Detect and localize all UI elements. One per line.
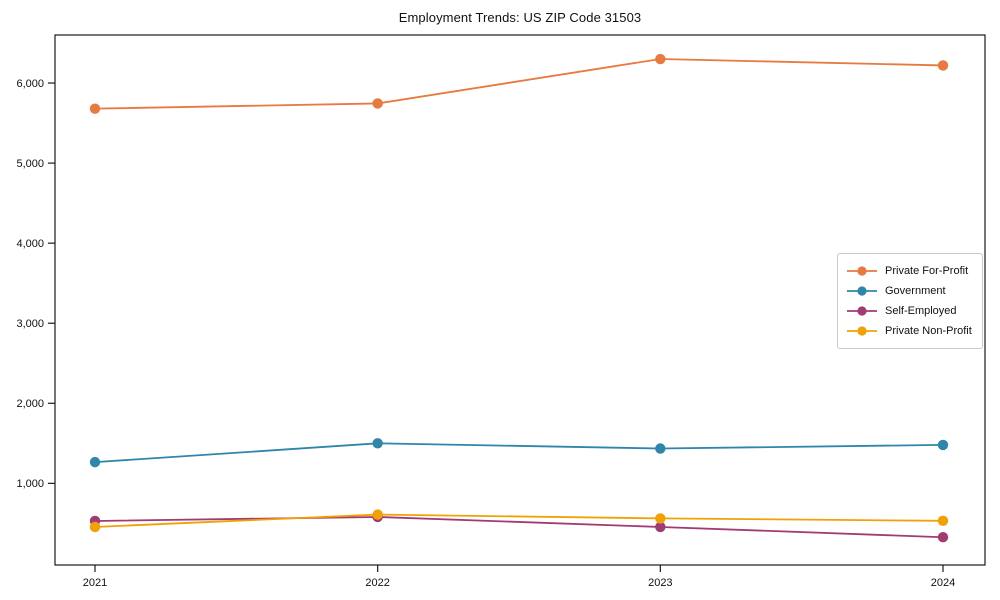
data-point-private-for-profit-2022 <box>372 98 383 109</box>
y-tick-label: 5,000 <box>16 158 44 170</box>
government-marker-icon <box>847 286 877 296</box>
data-point-government-2024 <box>937 439 949 451</box>
data-point-self-employed-2024 <box>937 532 949 543</box>
x-tick-label: 2024 <box>931 577 955 589</box>
data-point-private-non-profit-2022 <box>372 509 383 520</box>
data-point-private-for-profit-2021 <box>89 103 101 114</box>
data-point-government-2021 <box>89 456 101 468</box>
x-tick-label: 2022 <box>365 577 389 589</box>
y-tick-label: 2,000 <box>16 398 44 410</box>
data-point-private-non-profit-2023 <box>655 513 666 524</box>
x-tick-label: 2023 <box>648 577 672 589</box>
data-point-private-for-profit-2024 <box>937 60 949 71</box>
self-employed-marker-icon <box>847 306 877 316</box>
legend: Private For-Profit Government Self-Employe… <box>837 253 983 349</box>
legend-label: Government <box>885 285 946 297</box>
y-tick-label: 6,000 <box>16 78 44 90</box>
data-point-private-for-profit-2023 <box>655 53 666 65</box>
data-point-private-non-profit-2021 <box>89 521 101 533</box>
legend-label: Private Non-Profit <box>885 325 972 337</box>
legend-item-government: Government <box>846 281 973 301</box>
y-tick-label: 4,000 <box>16 238 44 250</box>
data-point-government-2023 <box>655 443 666 454</box>
plot-frame <box>54 34 986 566</box>
data-point-government-2022 <box>372 438 383 449</box>
legend-item-private-for-profit: Private For-Profit <box>846 261 973 281</box>
series-line-government <box>94 442 944 464</box>
chart-title: Employment Trends: US ZIP Code 31503 <box>398 10 642 25</box>
y-tick-label: 3,000 <box>16 318 44 330</box>
legend-label: Private For-Profit <box>885 265 969 277</box>
private-non-profit-marker-icon <box>847 326 877 336</box>
private-for-profit-marker-icon <box>847 266 877 276</box>
series-line-self-employed <box>94 516 944 539</box>
series-line-private-non-profit <box>94 513 944 528</box>
data-point-self-employed-2023 <box>655 521 666 533</box>
legend-item-private-non-profit: Private Non-Profit <box>846 321 973 341</box>
legend-label: Self-Employed <box>885 305 957 317</box>
x-tick-label: 2021 <box>83 577 107 589</box>
legend-item-self-employed: Self-Employed <box>846 301 973 321</box>
data-point-private-non-profit-2024 <box>937 515 949 527</box>
series-line-private-for-profit <box>94 58 944 110</box>
y-tick-label: 1,000 <box>16 478 44 490</box>
